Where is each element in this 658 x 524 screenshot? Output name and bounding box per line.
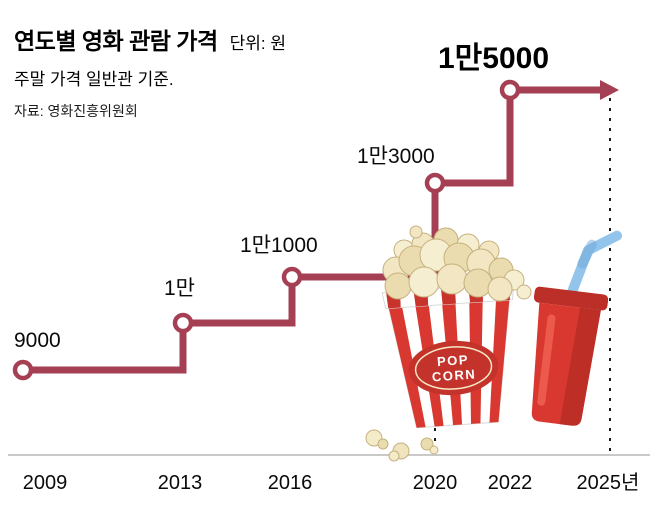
marker-2016	[281, 266, 303, 288]
value-labels: 9000 1만 1만1000 1만3000 1만5000	[14, 42, 549, 352]
badge-oval	[408, 340, 499, 396]
source-label: 자료: 영화진흥위원회	[14, 103, 138, 119]
unit-label: 단위: 원	[229, 34, 286, 53]
year-label-2009: 2009	[23, 472, 68, 494]
value-label-10000: 1만	[164, 277, 195, 300]
popcorn-badge-text-2: CORN	[431, 366, 476, 384]
popcorn-cluster	[382, 225, 532, 302]
value-label-13000: 1만3000	[357, 145, 435, 168]
arrow-head-icon	[600, 80, 619, 100]
header: 연도별 영화 관람 가격 단위: 원 주말 가격 일반관 기준. 자료: 영화진…	[14, 22, 286, 121]
year-label-2022: 2022	[488, 472, 533, 494]
marker-2020	[424, 172, 446, 194]
subtitle: 주말 가격 일반관 기준.	[14, 70, 174, 89]
value-label-9000: 9000	[14, 329, 61, 352]
year-label-2016: 2016	[268, 472, 313, 494]
price-step-line	[23, 86, 600, 374]
popcorn-scatter	[365, 429, 439, 462]
title-row: 연도별 영화 관람 가격 단위: 원	[14, 22, 286, 56]
year-label-2020: 2020	[413, 472, 458, 494]
cup-shade	[559, 307, 601, 426]
marker-2009	[12, 359, 34, 381]
bucket-stripe	[489, 295, 510, 423]
cup-lid	[533, 286, 609, 311]
bucket-stripe	[387, 303, 426, 428]
popcorn-soda-illustration: POP CORN	[365, 225, 623, 462]
value-label-15000: 1만5000	[438, 42, 549, 75]
straw-bend	[577, 239, 597, 269]
marker-2013	[172, 312, 194, 334]
marker-2022	[499, 79, 521, 101]
popcorn-badge: POP CORN	[408, 340, 499, 396]
year-label-2013: 2013	[158, 472, 203, 494]
cup-highlight	[537, 314, 556, 406]
page-title: 연도별 영화 관람 가격	[14, 28, 218, 54]
year-labels: 2009 2013 2016 2020 2022 2025년	[23, 471, 640, 494]
value-label-11000: 1만1000	[240, 234, 318, 257]
popcorn-badge-text-1: POP	[437, 352, 470, 369]
data-point-markers	[12, 79, 521, 381]
year-label-2025: 2025년	[577, 471, 640, 494]
badge-ring	[414, 346, 493, 390]
soda-cup	[531, 230, 623, 426]
